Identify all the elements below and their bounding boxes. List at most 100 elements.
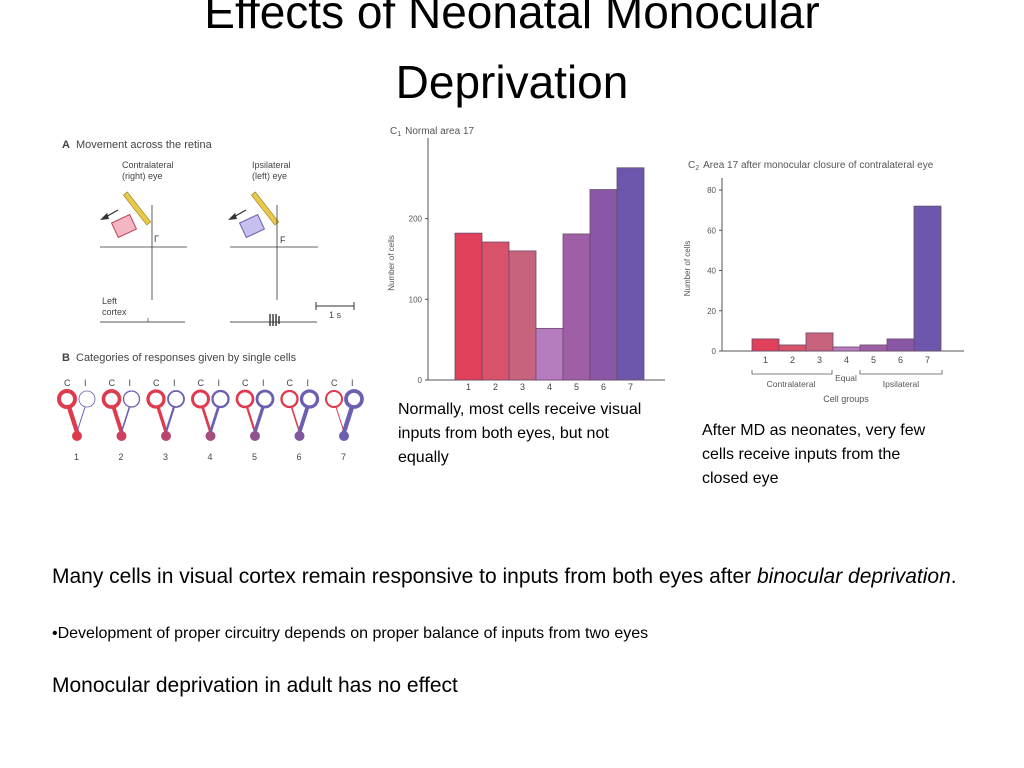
bar-4 [832, 346, 861, 352]
caption-normal: Normally, most cells receive visual inpu… [398, 401, 642, 466]
cortical-cell [161, 431, 171, 441]
bar-1 [751, 338, 780, 352]
contra-input-circle [235, 389, 255, 409]
bar-6 [589, 189, 618, 381]
category-eye-label-c: C [331, 378, 338, 388]
category-1: C I 1 [57, 378, 96, 462]
ipsi-input-line [120, 406, 131, 433]
ipsi-spikes [269, 314, 280, 326]
bar-7 [913, 205, 942, 352]
category-eye-label-i: I [173, 378, 176, 388]
contra-input-circle [57, 389, 77, 409]
slide-title-line-1: Effects of Neonatal Monocular [204, 0, 820, 38]
group-label-ipsilateral: Ipsilateral [883, 379, 919, 389]
y-axis-label: Number of cells [683, 241, 692, 297]
ipsi-input-circle [344, 389, 364, 409]
x-tick-label: 7 [925, 355, 930, 365]
cortical-cell [294, 431, 305, 441]
contra-input-line [290, 406, 301, 433]
contra-input-line [201, 406, 212, 433]
bar-2 [778, 344, 807, 352]
cortex-label-1: Left [102, 296, 118, 306]
category-5: C I 5 [235, 378, 275, 462]
scale-label: 1 s [329, 310, 342, 320]
x-tick-label: 4 [844, 355, 849, 365]
group-label-contralateral: Contralateral [767, 379, 816, 389]
group-label-equal: Equal [835, 373, 857, 383]
category-number: 3 [163, 452, 168, 462]
x-tick-label: 1 [763, 355, 768, 365]
slide-title-line-2: Deprivation [395, 56, 629, 108]
x-tick-label: 4 [547, 382, 552, 392]
chart-after-monocular-closure: C2 Area 17 after monocular closure of con… [683, 160, 964, 404]
ipsi-marker: F [280, 235, 286, 245]
bar-3 [508, 250, 537, 381]
cortex-label-2: cortex [102, 307, 127, 317]
y-axis-label: Number of cells [387, 235, 396, 291]
scale-bar [315, 302, 355, 310]
ipsi-input-circle [78, 390, 96, 408]
bar-7 [616, 167, 645, 381]
cortical-cell [116, 431, 127, 441]
x-tick-label: 2 [790, 355, 795, 365]
bracket-contralateral [751, 370, 833, 375]
bar-1 [454, 232, 483, 381]
contra-input-circle [191, 389, 210, 409]
category-number: 7 [341, 452, 346, 462]
x-tick-label: 6 [898, 355, 903, 365]
cortical-cell [339, 431, 349, 441]
x-tick-label: 6 [601, 382, 606, 392]
x-tick-label: 3 [817, 355, 822, 365]
paragraph-binocular: Many cells in visual cortex remain respo… [52, 561, 982, 592]
ipsi-input-line [76, 406, 86, 433]
ipsi-eye-label-2: (left) eye [252, 171, 287, 181]
category-eye-label-i: I [307, 378, 310, 388]
paragraph-binocular-text: Many cells in visual cortex remain respo… [52, 565, 757, 588]
category-eye-label-i: I [129, 378, 132, 388]
figure-b-title: Categories of responses given by single … [76, 352, 297, 364]
contra-input-circle [146, 389, 166, 409]
ipsi-input-circle [122, 390, 141, 408]
caption-md: After MD as neonates, very few cells rec… [702, 422, 926, 487]
contra-input-circle [325, 390, 343, 408]
category-7: C I 7 [325, 378, 364, 462]
category-number: 6 [297, 452, 302, 462]
contra-input-line [111, 406, 124, 433]
x-tick-label: 1 [466, 382, 471, 392]
contra-input-circle [101, 389, 122, 409]
bullet-circuitry: •Development of proper circuitry depends… [52, 625, 649, 642]
x-tick-label: 7 [628, 382, 633, 392]
chart-normal-area-17: C1 Normal area 17 0 100 200 Number of cells 1 2… [387, 126, 665, 392]
bracket-ipsilateral [859, 370, 943, 375]
bar-5 [859, 344, 888, 352]
x-tick-label: 3 [520, 382, 525, 392]
contra-input-line [245, 406, 257, 433]
y-tick-label: 0 [418, 376, 423, 385]
cortical-cell [72, 431, 82, 441]
contra-eye-label-1: Contralateral [122, 160, 174, 170]
bar-4 [535, 327, 564, 381]
cortical-cell [205, 431, 216, 441]
contra-marker: Γ [154, 234, 159, 244]
category-eye-label-i: I [262, 378, 265, 388]
ipsi-input-circle [167, 390, 185, 408]
category-2: C I 2 [101, 378, 141, 462]
category-number: 2 [119, 452, 124, 462]
category-eye-label-c: C [242, 378, 249, 388]
bar-6 [886, 338, 915, 352]
contra-stimulus-bar [100, 191, 152, 239]
y-tick-label: 100 [409, 295, 423, 304]
x-tick-label: 5 [871, 355, 876, 365]
chart-title: C2 Area 17 after monocular closure of con… [688, 160, 934, 172]
figure-a-b: A Movement across the retina Contralater… [57, 139, 364, 462]
category-eye-label-i: I [84, 378, 87, 388]
category-eye-label-i: I [351, 378, 354, 388]
x-tick-label: 5 [574, 382, 579, 392]
ipsi-input-line [209, 406, 220, 433]
ipsi-input-line [164, 406, 176, 433]
category-eye-label-c: C [109, 378, 116, 388]
x-axis-label: Cell groups [823, 394, 869, 404]
contra-eye-label-2: (right) eye [122, 171, 163, 181]
ipsi-input-line [253, 406, 265, 433]
x-tick-label: 2 [493, 382, 498, 392]
